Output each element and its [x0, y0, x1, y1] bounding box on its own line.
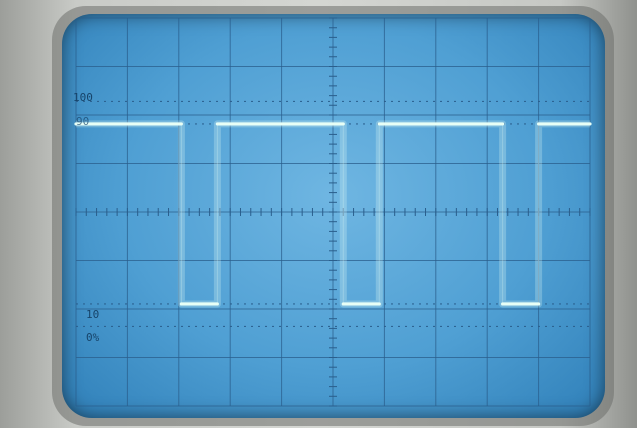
label-10: 10: [86, 308, 100, 321]
label-90: 90: [76, 115, 90, 128]
oscilloscope-screen: 100 90 10 0%: [62, 14, 605, 418]
label-100: 100: [73, 91, 93, 104]
label-0-percent: 0%: [86, 331, 100, 344]
scope-graticule: [74, 17, 592, 407]
